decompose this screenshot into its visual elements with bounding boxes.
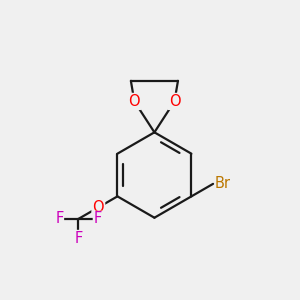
- Text: O: O: [169, 94, 180, 109]
- Text: O: O: [129, 94, 140, 109]
- Text: F: F: [93, 212, 102, 226]
- Text: Br: Br: [214, 176, 230, 191]
- Text: F: F: [55, 212, 63, 226]
- Text: F: F: [74, 230, 83, 245]
- Text: O: O: [92, 200, 104, 215]
